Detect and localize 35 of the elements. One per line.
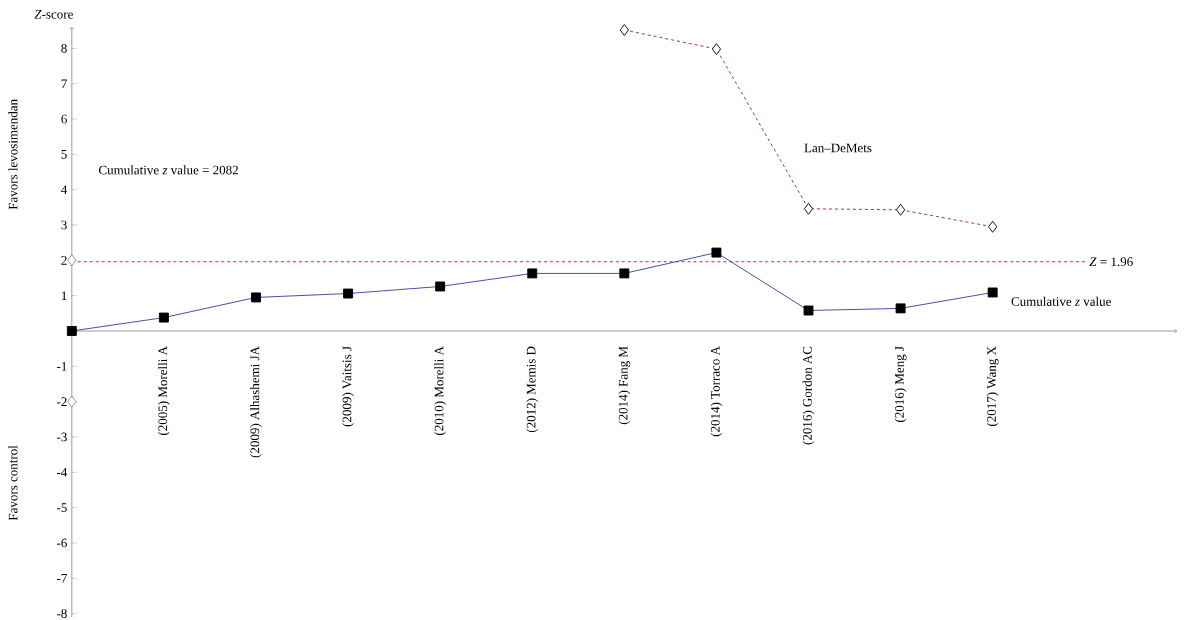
text: Favors levosimendan [8,99,18,210]
x-tick-label: (2010) Morelli A [434,346,447,435]
y-tick-label: 2 [61,256,67,265]
text: Favors control [8,445,18,521]
x-tick-label: (2014) Fang M [618,346,631,425]
x-tick-label: (2014) Torraco A [710,346,723,437]
x-tick-label: (2016) Gordon AC [802,346,815,445]
y-tick-label: -3 [56,432,67,442]
annotation: Cumulative z value = 2082 [99,165,238,175]
y-tick-label: -7 [56,574,67,583]
x-tick-label: (2009) Alhashemi JA [250,346,262,458]
series-label: Lan–DeMets [804,143,872,153]
series-label: Cumulative z value [1011,296,1111,306]
x-tick-label: (2017) Wang X [986,346,999,426]
y-tick-label: 4 [61,185,68,194]
point [67,254,77,267]
x-tick-label: (2009) Vaitsis J [342,346,354,427]
y-axis-title: Z-score [34,9,73,19]
y-tick-label: -5 [56,503,67,512]
ref-line-label: Z = 1.96 [1089,257,1133,267]
y-tick-label: 1 [61,291,67,300]
y-tick-label: 3 [61,220,67,230]
y-tick-label: -6 [56,538,67,548]
y-tick-label: -4 [56,468,68,477]
x-tick-label: (2005) Morelli A [158,346,170,435]
y-tick-label: 5 [61,150,67,159]
point [67,395,77,408]
y-tick-label: -2 [56,397,67,406]
y-tick-label: -8 [56,609,67,619]
x-tick-label: (2016) Meng J [894,346,907,422]
y-tick-label: 7 [61,79,67,88]
y-tick-label: -1 [56,362,67,371]
y-tick-label: 8 [61,43,67,53]
y-tick-label: 6 [61,114,67,124]
x-tick-label: (2012) Memis D [526,346,539,433]
